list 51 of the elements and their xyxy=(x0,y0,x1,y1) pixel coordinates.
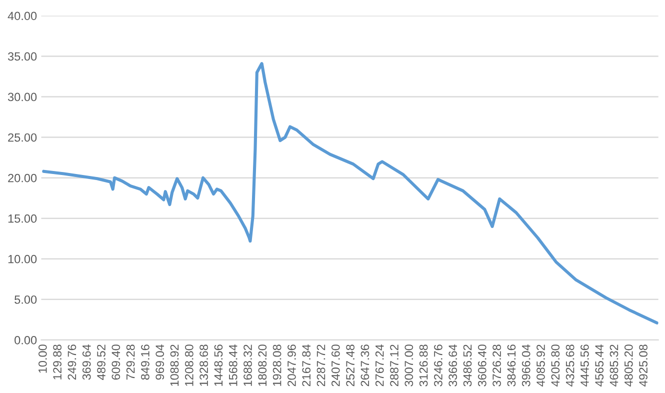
x-tick-label: 3606.40 xyxy=(478,344,486,386)
x-tick-label: 4805.20 xyxy=(624,344,633,387)
y-tick-label: 30.00 xyxy=(8,92,37,102)
x-tick-label: 969.04 xyxy=(156,344,164,380)
line-series xyxy=(42,62,658,324)
x-tick-label: 3846.16 xyxy=(507,344,516,386)
y-tick-label: 20.00 xyxy=(8,174,37,182)
x-tick-label: 3007.00 xyxy=(404,344,414,386)
x-tick-label: 609.40 xyxy=(112,344,120,380)
x-tick-label: 2647.36 xyxy=(360,344,370,386)
x-tick-label: 2527.48 xyxy=(346,344,354,386)
x-tick-label: 1088.92 xyxy=(170,344,179,386)
x-tick-label: 849.16 xyxy=(141,344,150,380)
y-tick-label: 40.00 xyxy=(8,12,37,20)
x-tick-label: 1928.08 xyxy=(272,344,282,386)
x-tick-label: 1808.20 xyxy=(258,344,267,386)
x-tick-label: 1208.80 xyxy=(184,344,194,386)
x-tick-label: 369.64 xyxy=(82,344,91,380)
y-tick-label: 35.00 xyxy=(8,52,37,61)
x-tick-label: 2047.96 xyxy=(288,344,296,386)
x-tick-label: 1688.32 xyxy=(244,344,252,386)
y-tick-label: 15.00 xyxy=(8,214,37,223)
x-tick-label: 3126.88 xyxy=(419,344,428,386)
x-tick-label: 4685.32 xyxy=(610,344,618,387)
x-tick-label: 3486.52 xyxy=(463,344,472,386)
x-tick-label: 129.88 xyxy=(53,344,62,380)
x-tick-label: 2167.84 xyxy=(302,344,311,386)
x-tick-label: 3966.04 xyxy=(522,344,530,386)
x-tick-label: 1568.44 xyxy=(228,344,238,386)
x-tick-label: 3366.64 xyxy=(448,344,458,386)
x-tick-label: 2407.60 xyxy=(331,344,340,386)
x-tick-label: 2287.72 xyxy=(316,344,326,386)
x-tick-label: 1328.68 xyxy=(200,344,208,386)
y-tick-label: 10.00 xyxy=(8,254,37,264)
x-tick-label: 3246.76 xyxy=(434,344,442,386)
x-tick-label: 4925.08 xyxy=(639,344,648,387)
x-tick-label: 4325.68 xyxy=(566,344,574,387)
x-tick-label: 489.52 xyxy=(97,344,106,380)
x-tick-label: 729.28 xyxy=(126,344,135,380)
x-tick-label: 4085.92 xyxy=(536,344,545,387)
x-tick-label: 2767.24 xyxy=(375,344,384,386)
y-tick-label: 5.00 xyxy=(14,295,37,304)
x-tick-label: 1448.56 xyxy=(214,344,223,386)
x-tick-label: 4205.80 xyxy=(551,344,560,387)
x-tick-label: 249.76 xyxy=(68,344,76,380)
x-tick-label: 3726.28 xyxy=(492,344,501,386)
y-tick-label: 25.00 xyxy=(8,133,37,142)
x-tick-label: 4565.44 xyxy=(595,344,604,387)
x-tick-label: 4445.56 xyxy=(580,344,589,387)
x-tick-label: 2887.12 xyxy=(390,344,398,386)
y-tick-label: 0.00 xyxy=(14,336,37,344)
